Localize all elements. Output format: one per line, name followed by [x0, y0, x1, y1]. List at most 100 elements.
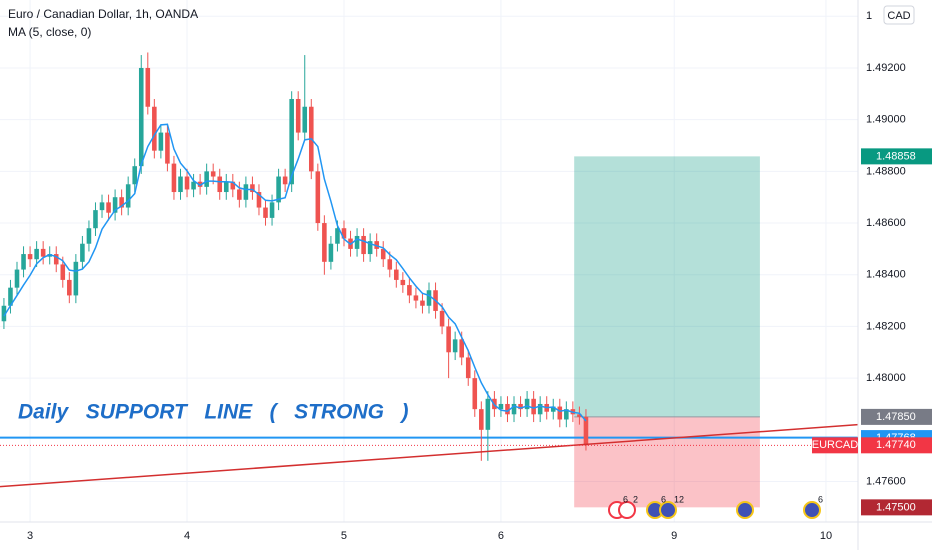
candle-body [511, 403, 517, 415]
y-tick-label: 1 [866, 10, 872, 22]
candle-body [295, 98, 301, 133]
chart-title: Euro / Canadian Dollar, 1h, OANDA [8, 7, 198, 21]
candle-body [73, 261, 79, 296]
candle-body [27, 254, 33, 260]
event-icon [803, 501, 821, 519]
price-label: 1.48858 [876, 150, 916, 162]
y-tick-label: 1.48000 [866, 372, 906, 384]
candle-body [302, 106, 308, 133]
x-tick-label: 10 [820, 530, 832, 542]
price-label-box [861, 148, 932, 165]
candle-body [60, 264, 66, 280]
candle-body [67, 279, 72, 296]
annotation: Daily SUPPORT LINE ( STRONG ) [18, 401, 409, 424]
candle-body [420, 300, 425, 306]
candle-body [524, 398, 530, 410]
event-count: 6 [623, 494, 628, 504]
candle-body [1, 305, 7, 322]
candle-body [269, 202, 275, 218]
candle-body [119, 197, 124, 208]
candle-body [80, 243, 85, 262]
candle-body [531, 398, 536, 415]
candle-body [197, 181, 203, 187]
candle-body [230, 181, 236, 190]
candle-body [583, 416, 589, 446]
candle-body [354, 235, 360, 249]
candle-body [165, 132, 170, 164]
candle-body [21, 254, 26, 270]
candle-body [452, 339, 458, 353]
candle-body [86, 228, 92, 244]
candle-body [557, 406, 563, 420]
candle-body [171, 163, 177, 193]
candle-body [537, 403, 543, 415]
candle-body [564, 409, 569, 420]
y-tick-label: 1.48200 [866, 320, 906, 332]
event-icon [659, 501, 677, 519]
currency-box[interactable] [883, 5, 915, 25]
candle-body [472, 378, 478, 410]
candle-body [152, 106, 157, 151]
candle-body [485, 398, 491, 430]
candle-body [400, 279, 406, 286]
x-tick-label: 4 [184, 530, 190, 542]
price-label-box [861, 437, 932, 454]
y-tick-label: 1.49000 [866, 114, 906, 126]
y-tick-label: 1.48400 [866, 269, 906, 281]
candle-body [145, 67, 151, 107]
y-tick-label: 1.47600 [866, 475, 906, 487]
candle-body [282, 176, 288, 185]
legend-entry: MA (5, close, 0) [8, 25, 91, 39]
y-tick-label: 1.48800 [866, 165, 906, 177]
price-label: 1.47740 [876, 439, 916, 451]
candle-body [217, 176, 223, 193]
candle-body [223, 181, 229, 193]
candle-body [446, 326, 451, 353]
candle-body [335, 228, 340, 244]
candle-body [550, 406, 556, 412]
ma-line [3, 123, 587, 422]
candle-body [479, 409, 484, 430]
candle-body [93, 210, 98, 229]
candle-body [361, 235, 366, 255]
x-tick-label: 5 [341, 530, 347, 542]
candle-body [276, 176, 281, 203]
price-label: 1.47850 [876, 411, 916, 423]
candle-body [518, 403, 523, 410]
candle-body [413, 295, 419, 301]
loss-zone [574, 416, 760, 508]
trend-line [0, 423, 858, 488]
x-tick-label: 6 [498, 530, 504, 542]
candle-body [341, 228, 347, 239]
candle-body [263, 207, 268, 218]
candle-body [465, 357, 471, 379]
currency[interactable]: CAD [887, 10, 910, 22]
x-tick-label: 3 [27, 530, 33, 542]
candle-body [138, 67, 144, 167]
y-tick-label: 1.48600 [866, 217, 906, 229]
event-count: 6 [661, 494, 666, 504]
candle-body [243, 184, 249, 200]
candle-body [191, 181, 196, 190]
candle-body [204, 171, 209, 187]
candle-body [250, 184, 255, 193]
symbol-tag-label: EURCAD [812, 439, 859, 451]
candle-body [328, 243, 334, 262]
price-label-box [861, 408, 932, 425]
candle-body [40, 248, 46, 257]
candle-body [34, 248, 39, 260]
event-count: 2 [633, 494, 638, 504]
candle-body [439, 310, 445, 327]
candle-body [53, 254, 59, 265]
candle-body [459, 339, 464, 358]
candle-body [237, 189, 242, 200]
candle-body [106, 202, 111, 213]
candle-body [505, 403, 510, 415]
candle-body [8, 287, 13, 306]
candle-body [380, 248, 386, 260]
symbol-tag [812, 437, 858, 454]
plot-area: Daily SUPPORT LINE ( STRONG )6 2 6 12 6 [0, 52, 858, 519]
event-count: 6 [818, 494, 823, 504]
price-label-box [861, 499, 932, 516]
candle-body [367, 241, 373, 255]
